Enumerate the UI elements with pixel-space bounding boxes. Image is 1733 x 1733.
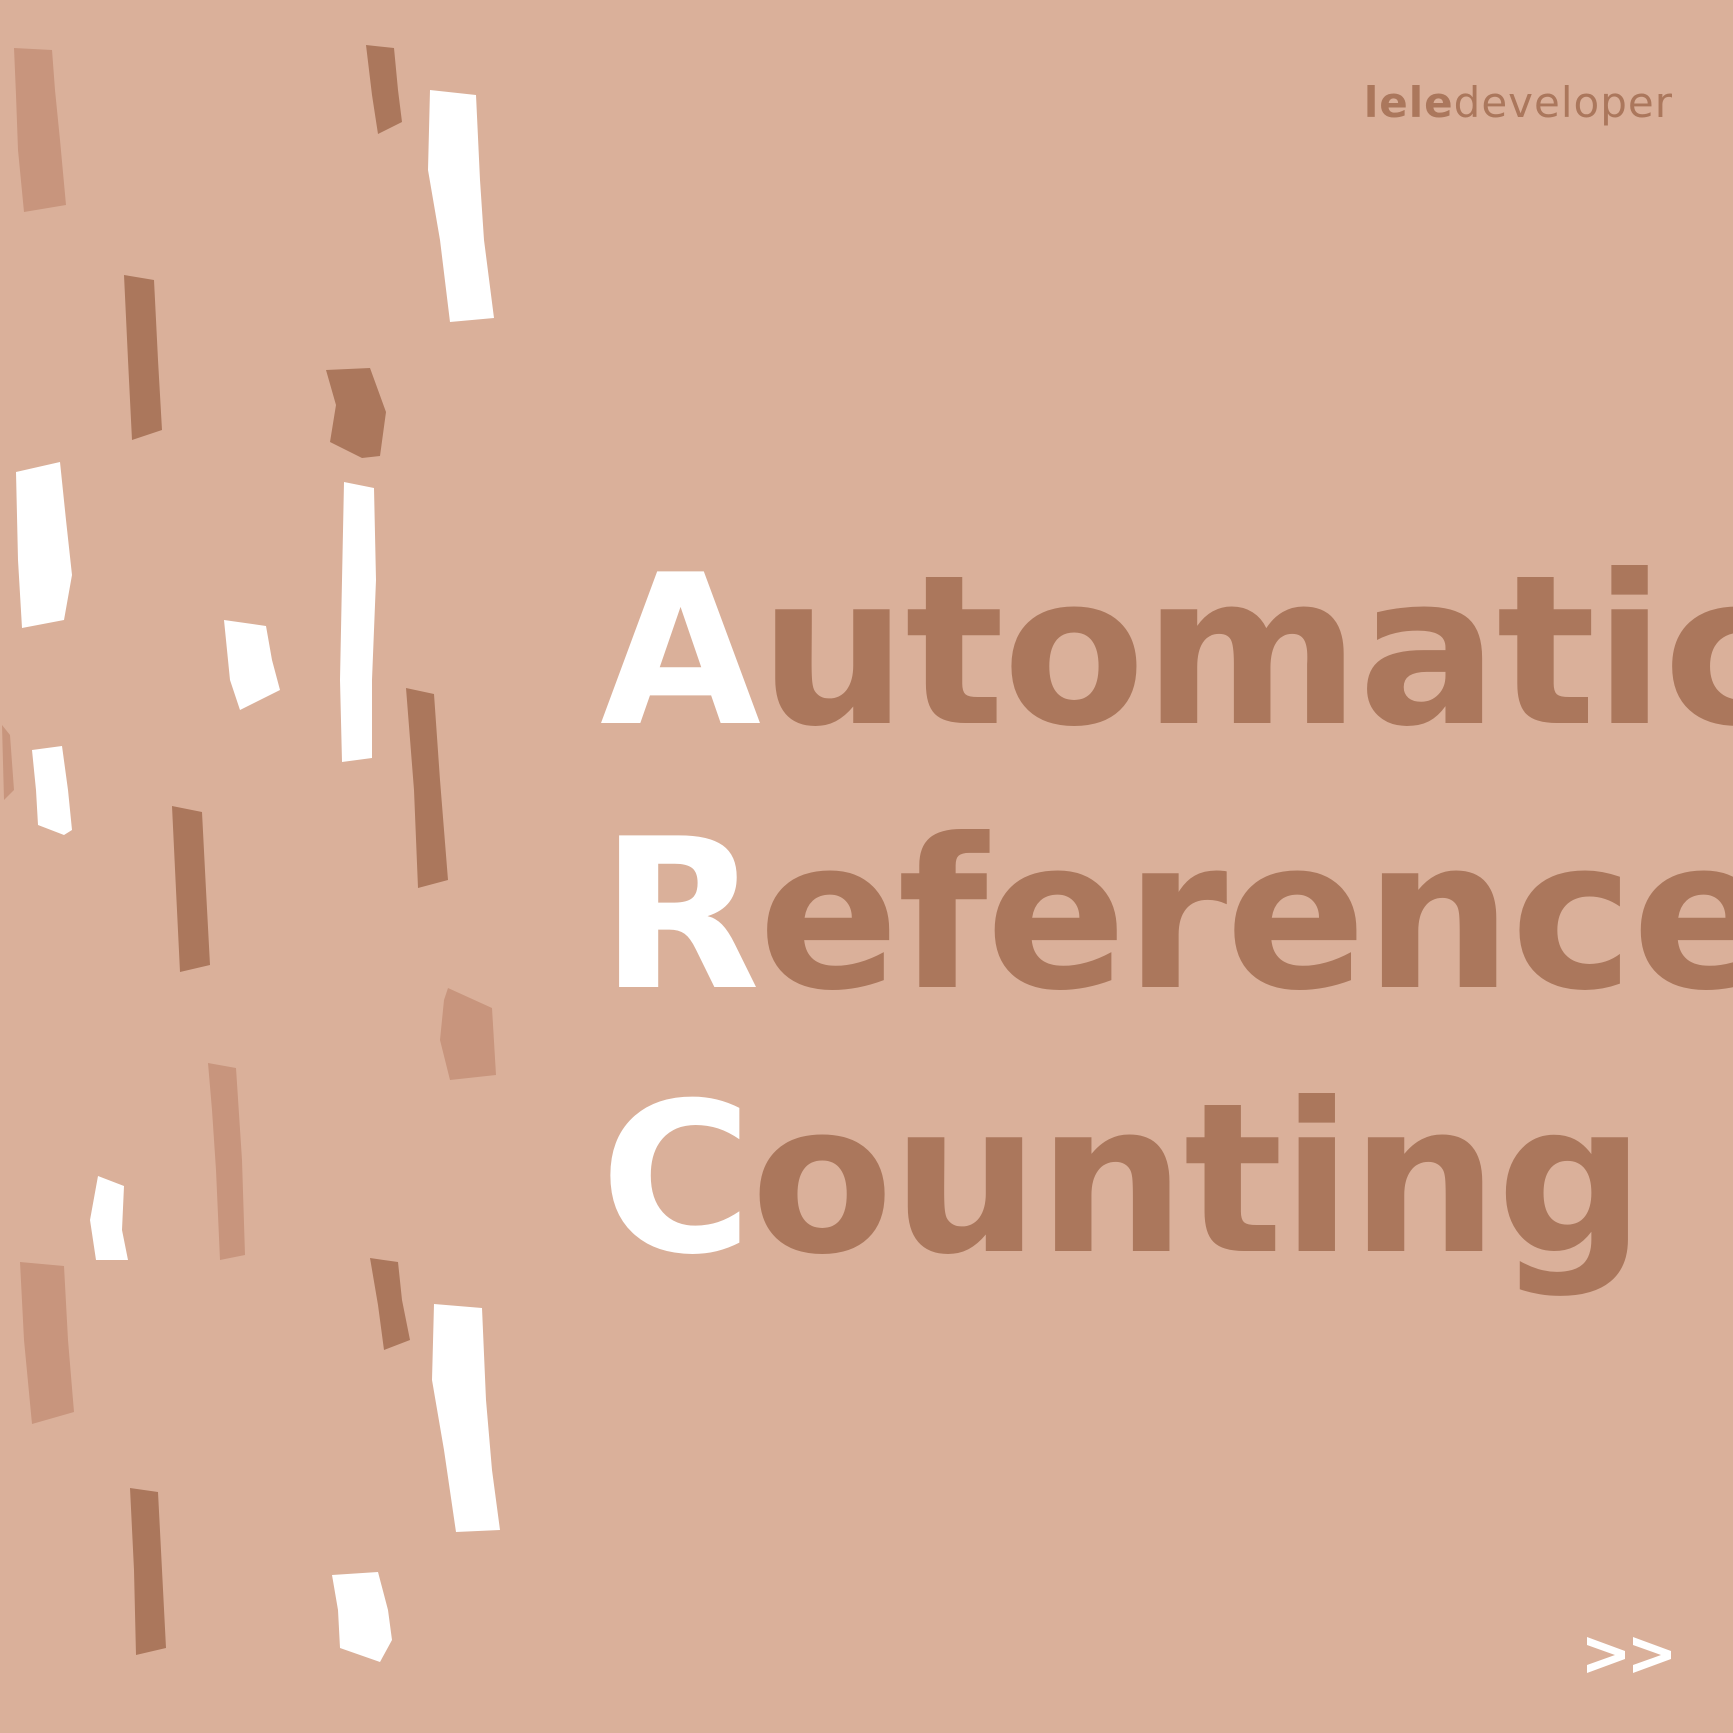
brush-stroke <box>2 725 14 800</box>
brush-stroke <box>406 688 448 888</box>
title-initial: C <box>600 1059 753 1301</box>
title-word-rest: utomatic <box>758 531 1733 773</box>
page-title: Automatic Reference Counting <box>600 520 1733 1312</box>
brush-stroke <box>340 482 376 762</box>
title-initial: R <box>600 795 760 1037</box>
title-line-automatic: Automatic <box>600 520 1733 784</box>
brush-stroke <box>124 275 162 440</box>
brush-stroke <box>90 1176 128 1260</box>
brush-stroke <box>224 620 280 710</box>
brush-stroke <box>332 1572 392 1662</box>
brush-stroke <box>428 90 494 322</box>
brush-stroke <box>172 806 210 972</box>
brush-stroke <box>20 1262 74 1424</box>
brush-stroke <box>208 1063 245 1260</box>
brush-stroke <box>16 462 72 628</box>
brand-logo: leledeveloper <box>1364 82 1673 124</box>
next-slide-button[interactable] <box>1585 1633 1675 1677</box>
brand-logo-light: developer <box>1453 78 1673 127</box>
brush-stroke <box>440 988 496 1080</box>
brush-stroke <box>130 1488 166 1655</box>
brand-logo-bold: lele <box>1363 78 1454 127</box>
brush-stroke <box>432 1304 500 1532</box>
brush-stroke <box>14 48 66 212</box>
brush-stroke <box>366 45 402 134</box>
title-initial: A <box>600 531 761 773</box>
brush-stroke <box>370 1258 410 1350</box>
brush-stroke-pattern <box>2 45 500 1662</box>
title-word-rest: eference <box>758 795 1733 1037</box>
title-line-counting: Counting <box>600 1048 1733 1312</box>
double-chevron-right-icon <box>1587 1637 1671 1673</box>
title-line-reference: Reference <box>600 784 1733 1048</box>
brush-stroke <box>326 368 386 458</box>
brush-stroke <box>32 746 72 835</box>
title-word-rest: ounting <box>750 1059 1646 1301</box>
